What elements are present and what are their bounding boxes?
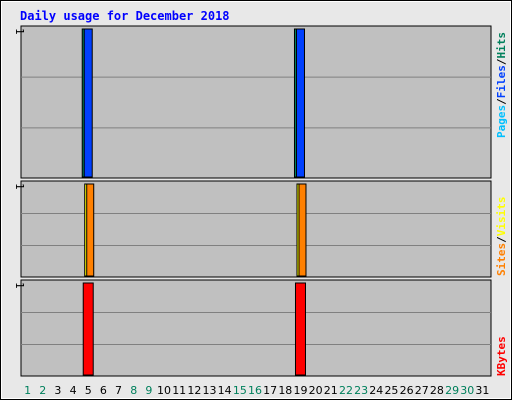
bar-sites-day-5 <box>86 183 95 277</box>
x-axis-labels: 1 2 3 4 5 6 7 8 9 10 11 12 13 14 15 16 17 18 19 20 21 22 23 24 2… <box>24 384 489 397</box>
y-max-label: 1 <box>13 183 26 190</box>
x-tick-label: 14 <box>218 384 232 397</box>
x-tick-label: 3 <box>54 384 61 397</box>
x-tick-label: 6 <box>100 384 107 397</box>
x-tick-label: 11 <box>172 384 186 397</box>
x-tick-label: 23 <box>354 384 368 397</box>
legend-item: / <box>495 236 508 243</box>
x-tick-label: 16 <box>248 384 262 397</box>
x-tick-label: 10 <box>157 384 171 397</box>
x-tick-label: 15 <box>233 384 247 397</box>
plot-area <box>20 279 492 377</box>
chart-title: Daily usage for December 2018 <box>20 9 230 23</box>
x-tick-label: 22 <box>339 384 353 397</box>
x-tick-label: 31 <box>475 384 489 397</box>
legend-middle: Sites/Visits <box>495 197 508 277</box>
x-tick-label: 18 <box>278 384 292 397</box>
x-tick-label: 21 <box>324 384 338 397</box>
x-tick-label: 9 <box>145 384 152 397</box>
x-tick-label: 7 <box>115 384 122 397</box>
plot-area <box>20 180 492 278</box>
legend-item: / <box>495 58 508 65</box>
x-tick-label: 19 <box>293 384 307 397</box>
panel-kbytes: 1 <box>13 279 492 377</box>
x-tick-label: 24 <box>369 384 383 397</box>
bar-sites-day-19 <box>298 183 307 277</box>
legend-item: Pages <box>495 105 508 138</box>
x-tick-label: 25 <box>384 384 398 397</box>
legend-item: KBytes <box>495 336 508 376</box>
y-max-label: 1 <box>13 282 26 289</box>
x-tick-label: 4 <box>70 384 77 397</box>
legend-item: Visits <box>495 197 508 237</box>
plot-area <box>20 25 492 179</box>
x-tick-label: 2 <box>39 384 46 397</box>
bar-kbytes-day-5 <box>82 282 94 376</box>
bar-files-day-19 <box>295 28 305 178</box>
x-tick-label: 17 <box>263 384 277 397</box>
x-tick-label: 30 <box>460 384 474 397</box>
bar-kbytes-day-19 <box>294 282 306 376</box>
x-tick-label: 1 <box>24 384 31 397</box>
x-tick-label: 5 <box>85 384 92 397</box>
x-tick-label: 26 <box>400 384 414 397</box>
x-tick-label: 13 <box>203 384 217 397</box>
x-tick-label: 8 <box>130 384 137 397</box>
x-tick-label: 27 <box>415 384 429 397</box>
panel-sites-visits: 1 <box>13 180 492 278</box>
legend-item: Hits <box>495 32 508 59</box>
legend-top: Pages/Files/Hits <box>495 32 508 138</box>
x-tick-label: 28 <box>430 384 444 397</box>
legend-item: Sites <box>495 243 508 276</box>
y-max-label: 1 <box>13 28 26 35</box>
bar-files-day-5 <box>83 28 93 178</box>
legend-bottom: KBytes <box>495 336 508 376</box>
x-tick-label: 29 <box>445 384 459 397</box>
x-tick-label: 12 <box>187 384 201 397</box>
legend-item: Files <box>495 65 508 98</box>
chart-panels: 1 1 1 <box>13 25 492 377</box>
x-tick-label: 20 <box>309 384 323 397</box>
panel-pages-files-hits: 1 <box>13 25 492 179</box>
legend-item: / <box>495 98 508 105</box>
